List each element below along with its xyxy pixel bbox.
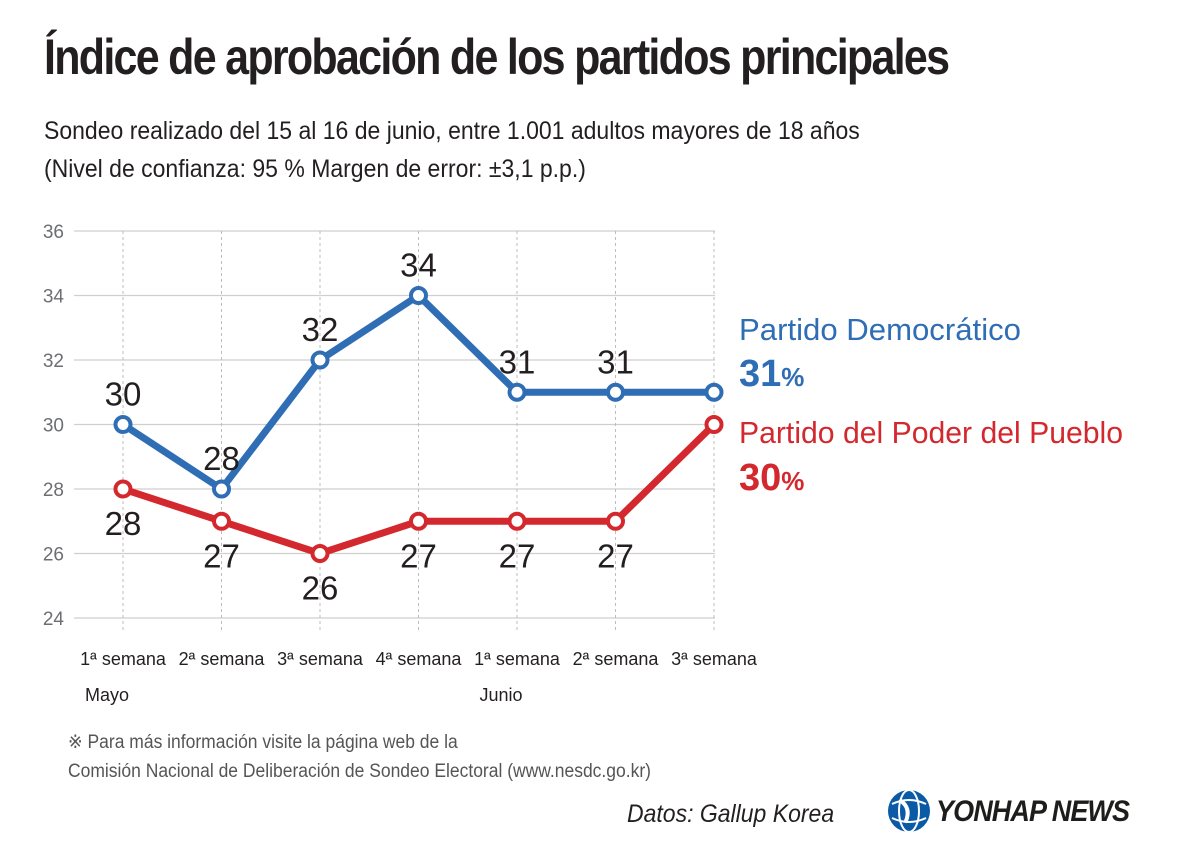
data-point-series-2 [310, 544, 330, 563]
data-point-series-1 [606, 382, 625, 402]
legend-value-series-1: 31% [739, 353, 804, 395]
data-point-series-1 [113, 415, 133, 434]
data-point-series-2 [113, 479, 133, 499]
data-label-series-1: 34 [400, 247, 437, 284]
data-label-series-2: 27 [597, 537, 634, 574]
data-label-series-2: 28 [105, 505, 142, 542]
data-label-series-2: 27 [499, 537, 536, 574]
legend-value-number: 31 [739, 353, 781, 395]
y-tick-label: 32 [43, 351, 64, 372]
y-tick-label: 30 [43, 416, 64, 437]
legend-value-unit: % [781, 362, 804, 392]
footnote-line1: ※ Para más información visite la página … [68, 732, 458, 753]
month-label: Junio [479, 685, 522, 705]
y-tick-label: 26 [43, 545, 64, 566]
data-point-series-2 [409, 511, 428, 531]
y-tick-label: 28 [43, 480, 64, 501]
line-chart: 24 26 28 30 32 34 36 1ª semana 2ª semana 3ª seman… [43, 222, 1123, 705]
logo-text: YONHAP NEWS [936, 795, 1130, 828]
legend-value-series-2: 30% [739, 457, 804, 499]
x-tick-label: 2ª semana [573, 649, 660, 669]
chart-subtitle-line1: Sondeo realizado del 15 al 16 de junio, … [44, 117, 860, 145]
x-tick-label: 4ª semana [376, 649, 463, 669]
legend-value-number: 30 [739, 457, 781, 499]
data-point-series-1 [409, 286, 428, 305]
data-point-series-2 [507, 511, 527, 531]
data-point-series-1 [507, 382, 527, 402]
x-tick-label: 3ª semana [277, 649, 364, 669]
legend-name-series-2: Partido del Poder del Pueblo [739, 415, 1123, 450]
data-label-series-2: 27 [203, 537, 240, 574]
x-tick-label: 1ª semana [80, 649, 167, 669]
data-label-series-1: 31 [597, 343, 634, 380]
data-point-series-1 [704, 382, 724, 402]
legend-value-unit: % [781, 466, 804, 496]
y-tick-label: 36 [43, 222, 64, 243]
footnote-line2: Comisión Nacional de Deliberación de Son… [68, 761, 651, 782]
data-label-series-2: 26 [302, 570, 339, 607]
yonhap-globe-icon [888, 789, 930, 833]
data-source: Datos: Gallup Korea [627, 800, 835, 828]
data-label-series-1: 31 [499, 343, 536, 380]
chart-subtitle-line2: (Nivel de confianza: 95 % Margen de erro… [44, 155, 586, 183]
data-point-series-2 [704, 415, 724, 434]
data-label-series-1: 28 [203, 440, 240, 477]
data-label-series-1: 30 [105, 376, 142, 413]
data-label-series-2: 27 [400, 537, 437, 574]
x-tick-label: 3ª semana [671, 649, 758, 669]
y-tick-label: 24 [43, 609, 65, 630]
data-point-series-2 [212, 511, 231, 531]
x-tick-label: 1ª semana [474, 649, 561, 669]
data-point-series-1 [212, 479, 231, 499]
y-tick-label: 34 [43, 287, 65, 308]
yonhap-logo: YONHAP NEWS [886, 788, 1130, 838]
legend-name-series-1: Partido Democrático [739, 312, 1021, 347]
month-label: Mayo [85, 685, 129, 705]
x-tick-label: 2ª semana [179, 649, 266, 669]
data-point-series-1 [310, 350, 330, 370]
chart-title: Índice de aprobación de los partidos pri… [44, 29, 950, 85]
data-label-series-1: 32 [302, 311, 339, 348]
data-point-series-2 [606, 511, 625, 531]
